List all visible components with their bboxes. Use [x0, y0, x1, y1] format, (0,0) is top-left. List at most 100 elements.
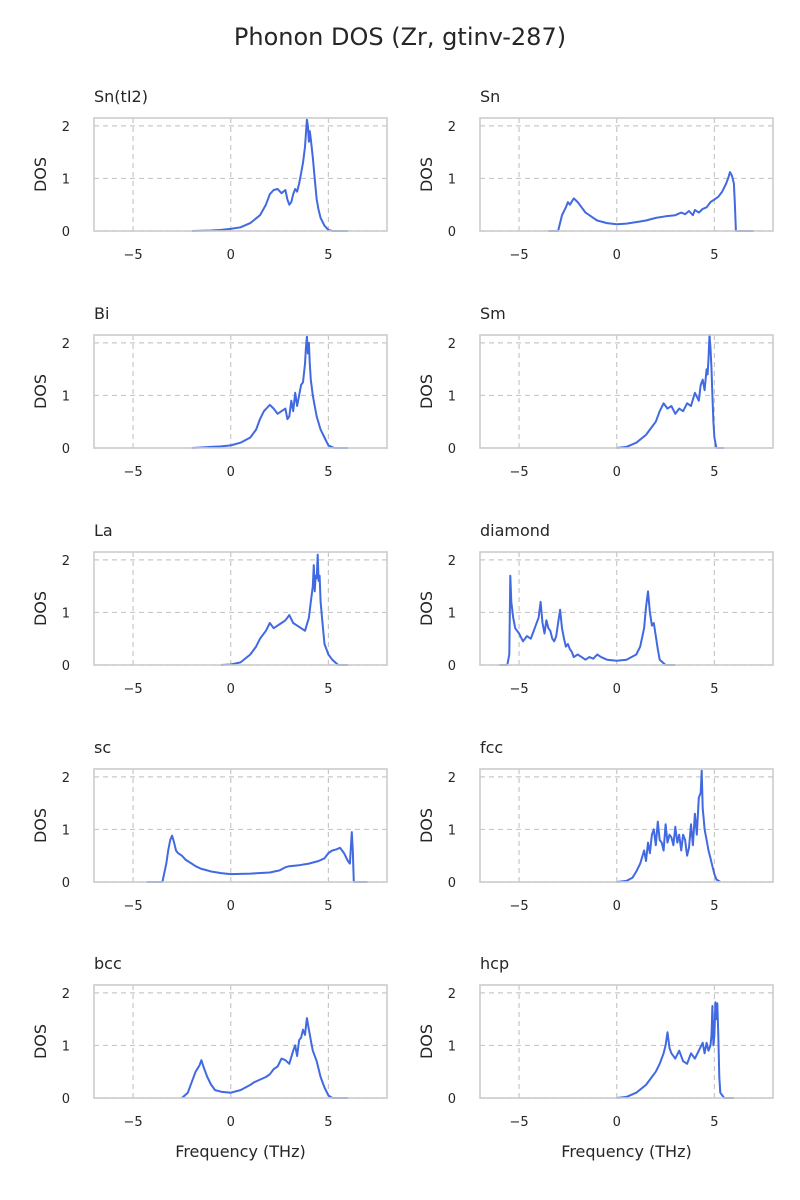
- y-axis-label: DOS: [417, 591, 436, 626]
- panel-title: La: [94, 521, 113, 540]
- x-tick-label: 0: [613, 248, 621, 263]
- y-tick-label: 1: [62, 1039, 70, 1054]
- axes-frame: [479, 334, 774, 449]
- panel-title: Bi: [94, 304, 109, 323]
- y-tick-label: 2: [448, 554, 456, 569]
- y-tick-label: 0: [448, 1092, 456, 1107]
- x-tick-label: −5: [123, 899, 142, 914]
- y-tick-label: 1: [448, 823, 456, 838]
- x-tick-label: 5: [324, 1115, 332, 1130]
- axes-frame: [479, 551, 774, 666]
- y-tick-label: 2: [62, 337, 70, 352]
- dos-series-line: [146, 831, 368, 883]
- x-tick-label: 0: [613, 1115, 621, 1130]
- x-tick-label: 0: [227, 465, 235, 480]
- axes-frame: [93, 551, 388, 666]
- y-tick-label: 2: [448, 987, 456, 1002]
- panel-title: Sn(tI2): [94, 87, 148, 106]
- y-tick-label: 0: [448, 225, 456, 240]
- panel-title: fcc: [480, 738, 503, 757]
- y-axis-label: DOS: [31, 1024, 50, 1059]
- x-tick-label: −5: [123, 682, 142, 697]
- y-axis-label: DOS: [417, 1024, 436, 1059]
- x-tick-label: 5: [710, 248, 718, 263]
- panel: diamond −5 0 5 0 1 2 DOS: [417, 521, 774, 697]
- y-axis-label: DOS: [31, 591, 50, 626]
- panel-title: sc: [94, 738, 111, 757]
- panel-title: hcp: [480, 954, 509, 973]
- x-tick-label: 0: [227, 248, 235, 263]
- x-tick-label: −5: [509, 248, 528, 263]
- dos-series-line: [191, 118, 348, 232]
- y-tick-label: 1: [62, 823, 70, 838]
- dos-series-line: [191, 335, 348, 449]
- x-tick-label: 5: [324, 682, 332, 697]
- y-tick-label: 1: [62, 389, 70, 404]
- x-tick-label: 5: [710, 465, 718, 480]
- axes-frame: [93, 117, 388, 232]
- dos-series-line: [616, 334, 725, 449]
- y-axis-label: DOS: [417, 808, 436, 843]
- y-tick-label: 1: [448, 1039, 456, 1054]
- x-tick-label: 5: [324, 899, 332, 914]
- y-axis-label: DOS: [31, 374, 50, 409]
- y-tick-label: 2: [62, 554, 70, 569]
- x-tick-label: −5: [509, 465, 528, 480]
- y-axis-label: DOS: [417, 157, 436, 192]
- y-axis-label: DOS: [31, 808, 50, 843]
- panel: Sn(tI2) −5 0 5 0 1 2 DOS: [31, 87, 388, 263]
- x-tick-label: 0: [613, 899, 621, 914]
- y-axis-label: DOS: [417, 374, 436, 409]
- y-tick-label: 1: [448, 389, 456, 404]
- y-tick-label: 0: [62, 225, 70, 240]
- x-tick-label: 5: [324, 465, 332, 480]
- panel-title: Sn: [480, 87, 500, 106]
- x-tick-label: 0: [227, 682, 235, 697]
- x-tick-label: −5: [123, 1115, 142, 1130]
- y-tick-label: 2: [62, 120, 70, 135]
- y-tick-label: 2: [62, 987, 70, 1002]
- y-tick-label: 0: [448, 442, 456, 457]
- y-tick-label: 0: [448, 659, 456, 674]
- panel: sc −5 0 5 0 1 2 DOS: [31, 738, 388, 914]
- panel-title: Sm: [480, 304, 506, 323]
- y-tick-label: 2: [448, 120, 456, 135]
- x-tick-label: −5: [509, 682, 528, 697]
- panel-title: diamond: [480, 521, 550, 540]
- panel: Bi −5 0 5 0 1 2 DOS: [31, 304, 388, 480]
- axes-frame: [93, 768, 388, 883]
- x-tick-label: −5: [509, 1115, 528, 1130]
- x-tick-label: 0: [613, 682, 621, 697]
- dos-series-line: [181, 1017, 348, 1099]
- y-axis-label: DOS: [31, 157, 50, 192]
- y-tick-label: 0: [62, 1092, 70, 1107]
- x-tick-label: 0: [227, 1115, 235, 1130]
- dos-series-line: [616, 769, 721, 883]
- x-tick-label: −5: [509, 899, 528, 914]
- x-tick-label: 0: [613, 465, 621, 480]
- dos-series-line: [548, 171, 754, 232]
- y-tick-label: 1: [62, 606, 70, 621]
- panel: fcc −5 0 5 0 1 2 DOS: [417, 738, 774, 914]
- y-tick-label: 0: [62, 876, 70, 891]
- panel: bcc −5 0 5 0 1 2 DOS Frequency (THz): [31, 954, 388, 1161]
- x-tick-label: 5: [710, 682, 718, 697]
- panels-grid: Sn(tI2) −5 0 5 0 1 2 DOS Sn −5 0 5 0 1 2 DOS Bi −5 0 5 0 1 2 DO…: [31, 87, 774, 1161]
- panel: hcp −5 0 5 0 1 2 DOS Frequency (THz): [417, 954, 774, 1161]
- x-axis-label: Frequency (THz): [175, 1142, 305, 1161]
- x-tick-label: 5: [710, 899, 718, 914]
- figure-title: Phonon DOS (Zr, gtinv-287): [234, 23, 566, 51]
- panel: Sm −5 0 5 0 1 2 DOS: [417, 304, 774, 480]
- panel: Sn −5 0 5 0 1 2 DOS: [417, 87, 774, 263]
- y-tick-label: 2: [62, 771, 70, 786]
- x-tick-label: −5: [123, 248, 142, 263]
- dos-series-line: [499, 574, 676, 666]
- axes-frame: [93, 984, 388, 1099]
- axes-frame: [479, 984, 774, 1099]
- x-tick-label: 5: [710, 1115, 718, 1130]
- y-tick-label: 1: [62, 172, 70, 187]
- y-tick-label: 0: [448, 876, 456, 891]
- x-axis-label: Frequency (THz): [561, 1142, 691, 1161]
